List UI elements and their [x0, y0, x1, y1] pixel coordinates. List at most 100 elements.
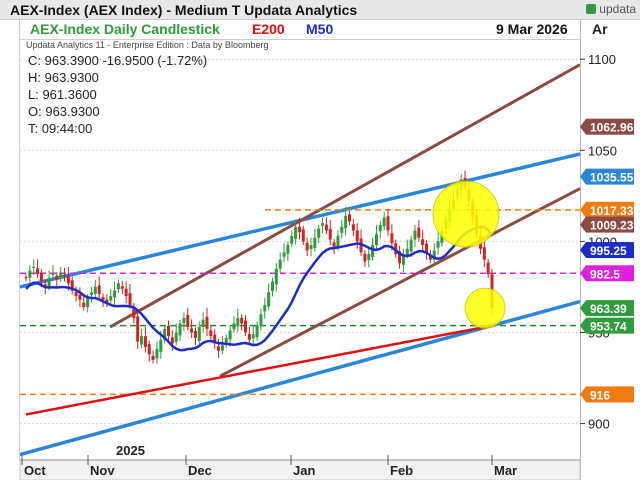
candle-body [240, 317, 244, 324]
candle-body [101, 297, 105, 300]
candle-body [244, 320, 248, 333]
x-month-label: Oct [24, 463, 46, 478]
candle-body [371, 245, 375, 258]
axis-head-label: Ar [592, 21, 608, 37]
candle-body [159, 339, 163, 352]
candle-body [82, 302, 86, 307]
candle-body [70, 280, 74, 291]
candle-body [190, 328, 194, 333]
price-label-bg [586, 317, 634, 334]
left-strip [0, 20, 20, 460]
candle-body [413, 230, 417, 240]
brand-name: updata [599, 2, 636, 16]
candle-body [378, 224, 382, 232]
x-month-label: Feb [390, 463, 413, 478]
candle-body [486, 262, 490, 275]
price-label-bg [586, 386, 634, 403]
candle-body [166, 325, 170, 337]
time-axis: Oct Nov Dec Jan Feb Mar 2025 [19, 443, 581, 480]
candle-body [97, 285, 101, 295]
candle-body [355, 230, 359, 242]
x-month-label: Dec [188, 463, 212, 478]
candle-body [86, 297, 90, 307]
candle-body [263, 305, 267, 312]
candle-body [213, 334, 217, 344]
candle-body [178, 323, 182, 336]
brand-logo: updata [586, 2, 636, 16]
candle-body [409, 239, 413, 252]
candle-body [93, 286, 97, 294]
candle-body [321, 223, 325, 226]
candle-body [436, 241, 440, 248]
candle-body [132, 306, 136, 318]
candle-body [39, 272, 43, 282]
ohlc-low: L: 961.3600 [28, 87, 97, 102]
candle-body [267, 292, 271, 307]
candle-body [405, 248, 409, 255]
candle-body [47, 277, 51, 287]
candle-body [120, 286, 124, 289]
candle-body [63, 275, 67, 277]
candle-body [43, 284, 47, 287]
price-label-text: 1017.33 [590, 204, 634, 218]
candle-body [398, 251, 402, 264]
candle-body [66, 276, 70, 284]
candle-body [336, 235, 340, 247]
price-label-text: 995.25 [590, 244, 627, 258]
ohlc-time: T: 09:44:00 [28, 121, 93, 136]
price-label-text: 963.39 [590, 302, 627, 316]
candle-body [113, 290, 117, 298]
candle-body [205, 316, 209, 329]
candle-body [286, 245, 290, 254]
price-label-pointer [580, 265, 586, 282]
candle-body [351, 224, 355, 231]
candle-body [386, 216, 390, 231]
candle-body [282, 252, 286, 257]
candle-body [259, 314, 263, 326]
candle-body [374, 234, 378, 246]
price-label-pointer [580, 168, 586, 185]
price-label-pointer [580, 118, 586, 135]
candle-body [128, 293, 132, 306]
candle-body [482, 247, 486, 260]
source-note: Updata Analytics 11 - Enterprise Edition… [26, 40, 269, 50]
price-label-text: 982.5 [590, 267, 620, 281]
candle-body [51, 274, 55, 276]
candle-body [348, 214, 352, 222]
candle-body [201, 319, 205, 328]
ohlc-readout: C: 963.3900 -16.9500 (-1.72%) H: 963.930… [28, 52, 207, 137]
y-tick-label: 1050 [588, 143, 617, 158]
candle-body [278, 259, 282, 269]
y-tick-label: 1100 [588, 52, 616, 67]
price-label-pointer [580, 216, 586, 233]
candle-body [270, 281, 274, 291]
y-tick-label: 900 [588, 417, 610, 432]
candle-body [274, 268, 278, 285]
chart-header: AEX-Index Daily Candlestick E200 M50 9 M… [20, 20, 580, 40]
candle-body [294, 226, 298, 239]
price-label: 1009.23 [580, 216, 634, 233]
m50-label: M50 [306, 21, 334, 37]
ohlc-close: C: 963.3900 -16.9500 (-1.72%) [28, 53, 208, 68]
candle-body [182, 317, 186, 324]
price-label-text: 1009.23 [590, 219, 634, 233]
ohlc-open: O: 963.9300 [28, 104, 100, 119]
chart-date: 9 Mar 2026 [496, 21, 568, 37]
e200-line [25, 324, 493, 416]
candle-body [78, 294, 82, 300]
candle-body [186, 314, 190, 328]
candle-body [217, 346, 221, 351]
candle-body [193, 331, 197, 338]
candle-body [317, 228, 321, 238]
candle-body [344, 215, 348, 229]
candle-body [151, 355, 155, 360]
candle-body [313, 237, 317, 248]
price-label-pointer [580, 317, 586, 334]
x-month-label: Jan [293, 463, 315, 478]
price-label-text: 1062.96 [590, 121, 634, 135]
candle-body [105, 299, 109, 304]
candle-body [305, 242, 309, 251]
highlight-circle [464, 287, 506, 329]
candle-body [309, 245, 313, 250]
